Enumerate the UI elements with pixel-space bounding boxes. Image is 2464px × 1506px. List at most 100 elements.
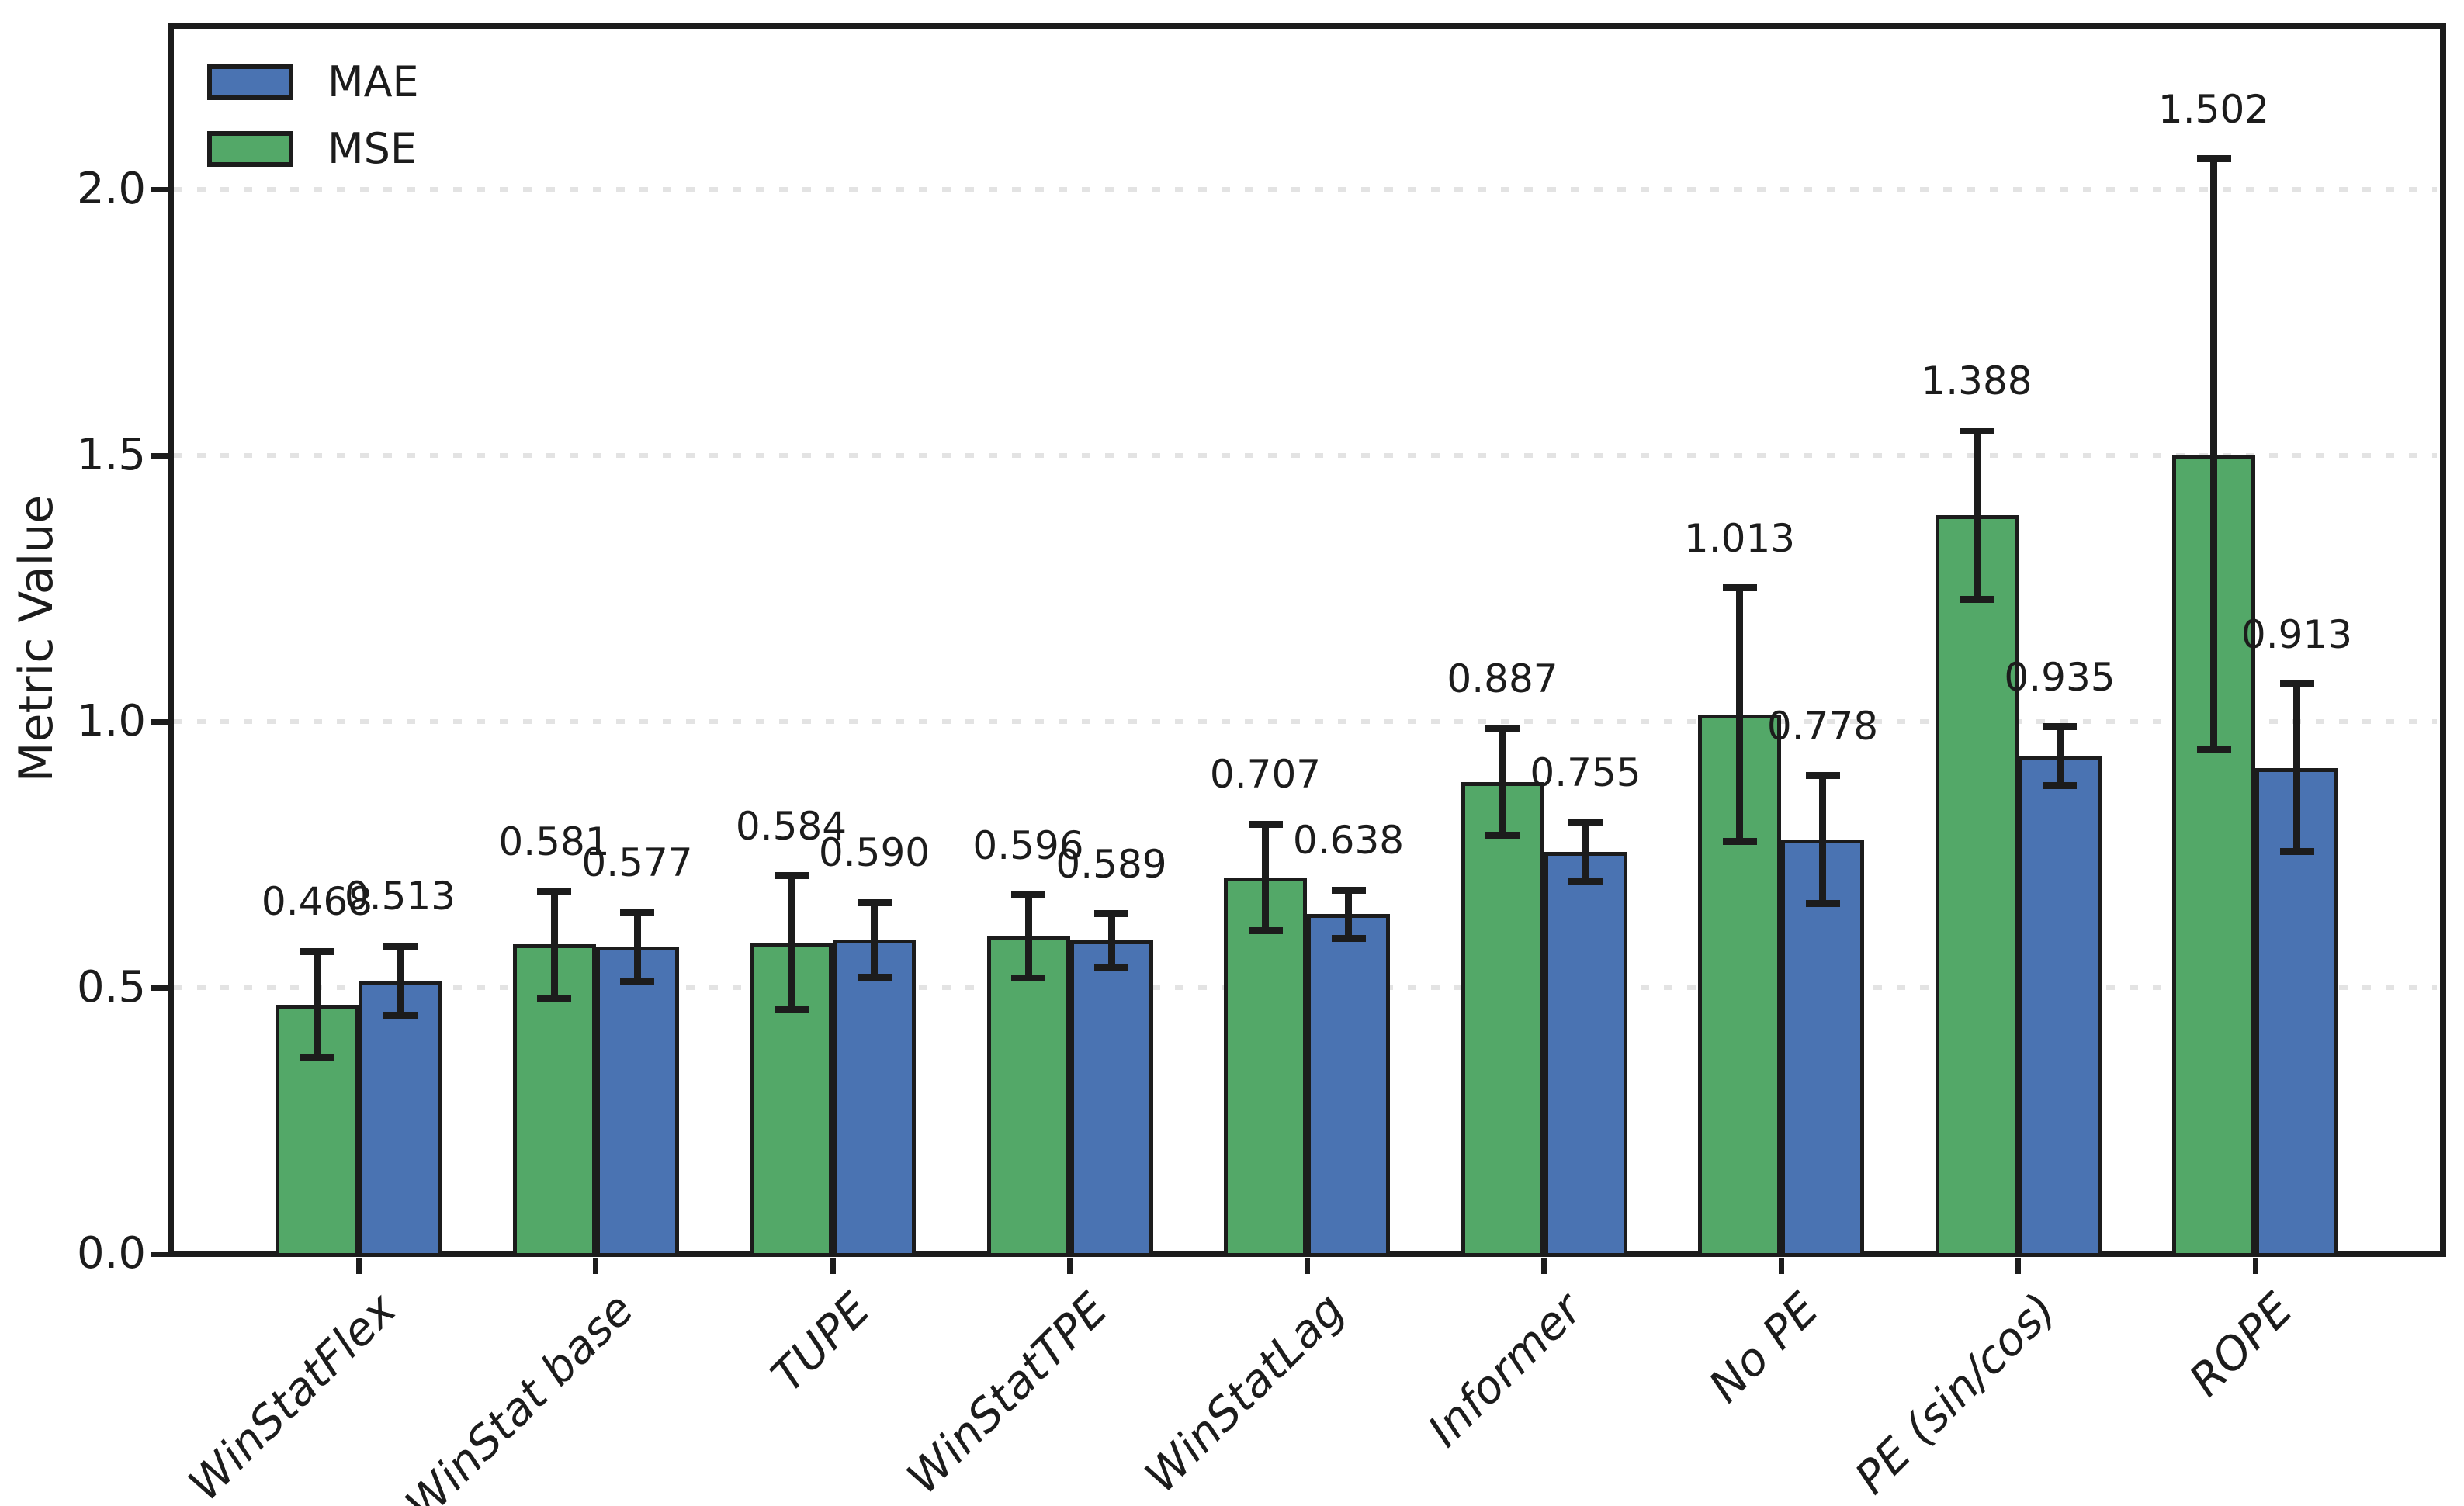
y-tick bbox=[151, 186, 168, 192]
error-cap-top bbox=[383, 942, 418, 950]
mae-color-swatch bbox=[207, 64, 293, 100]
bar-mae-2 bbox=[595, 947, 679, 1257]
bar-mse-8 bbox=[1935, 514, 2019, 1257]
y-tick bbox=[151, 718, 168, 725]
error-bar-mae-9 bbox=[2293, 684, 2300, 852]
bar-mae-9 bbox=[2255, 767, 2338, 1257]
error-cap-top bbox=[2196, 155, 2231, 163]
error-cap-top bbox=[2279, 680, 2314, 688]
x-tick bbox=[830, 1258, 836, 1274]
value-label-mae-9: 0.913 bbox=[2240, 611, 2353, 657]
error-cap-top bbox=[300, 947, 334, 955]
error-cap-top bbox=[1722, 584, 1757, 592]
y-tick bbox=[151, 1251, 168, 1257]
bar-mae-5 bbox=[1307, 914, 1390, 1257]
x-tick bbox=[1067, 1258, 1073, 1274]
x-tick bbox=[593, 1258, 598, 1274]
x-tick bbox=[355, 1258, 362, 1274]
error-cap-bottom bbox=[774, 1006, 809, 1014]
value-label-mae-6: 0.755 bbox=[1530, 750, 1641, 796]
error-bar-mse-7 bbox=[1736, 587, 1743, 842]
x-tick-label-pe-sin-cos-: PE (sin/cos) bbox=[1844, 1283, 2066, 1504]
x-tick bbox=[1304, 1258, 1310, 1274]
error-bar-mae-6 bbox=[1582, 822, 1589, 881]
value-label-mse-9: 1.502 bbox=[2157, 86, 2270, 132]
error-cap-top bbox=[1568, 819, 1603, 826]
value-label-mse-2: 0.581 bbox=[498, 819, 610, 864]
error-cap-bottom bbox=[1011, 975, 1045, 982]
error-cap-top bbox=[2043, 723, 2077, 731]
y-tick bbox=[151, 985, 168, 991]
x-tick-label-winstattpe: WinStatTPE bbox=[896, 1283, 1118, 1504]
gridline bbox=[174, 453, 2437, 458]
error-bar-mse-4 bbox=[1024, 895, 1032, 978]
x-tick-label-no-pe: No PE bbox=[1698, 1283, 1829, 1413]
error-cap-bottom bbox=[857, 973, 892, 981]
error-cap-top bbox=[537, 888, 571, 895]
value-label-mse-4: 0.596 bbox=[972, 822, 1084, 868]
value-label-mae-8: 0.935 bbox=[2004, 654, 2116, 700]
y-tick-label: 1.0 bbox=[76, 696, 146, 746]
error-bar-mse-5 bbox=[1262, 824, 1269, 931]
error-cap-bottom bbox=[2043, 781, 2077, 789]
value-label-mse-6: 0.887 bbox=[1447, 656, 1558, 701]
value-label-mse-5: 0.707 bbox=[1209, 752, 1322, 798]
legend-entry-mae: MAE bbox=[207, 57, 419, 106]
legend: MAE MSE bbox=[207, 57, 419, 198]
x-tick bbox=[2252, 1258, 2258, 1274]
error-cap-top bbox=[774, 872, 809, 880]
value-label-mae-4: 0.589 bbox=[1055, 841, 1167, 887]
gridline bbox=[174, 187, 2437, 192]
y-axis-title: Metric Value bbox=[9, 494, 64, 783]
bar-mae-8 bbox=[2018, 756, 2102, 1257]
error-cap-bottom bbox=[1331, 934, 1366, 942]
error-bar-mae-8 bbox=[2056, 726, 2064, 786]
error-cap-bottom bbox=[620, 978, 654, 985]
x-tick bbox=[1778, 1258, 1784, 1274]
error-cap-bottom bbox=[1094, 963, 1128, 971]
error-cap-bottom bbox=[1248, 927, 1283, 935]
error-cap-top bbox=[1248, 820, 1283, 828]
error-bar-mse-8 bbox=[1973, 431, 1981, 600]
value-label-mae-1: 0.513 bbox=[344, 874, 456, 919]
x-tick-label-informer: Informer bbox=[1417, 1283, 1592, 1457]
value-label-mae-2: 0.577 bbox=[581, 840, 693, 885]
y-tick-label: 0.0 bbox=[76, 1228, 146, 1279]
error-bar-mae-2 bbox=[633, 912, 641, 981]
y-tick-label: 2.0 bbox=[76, 164, 146, 214]
error-bar-mse-2 bbox=[550, 891, 558, 999]
value-label-mse-8: 1.388 bbox=[1921, 358, 2033, 404]
error-cap-bottom bbox=[537, 994, 571, 1002]
error-bar-mae-4 bbox=[1107, 913, 1115, 968]
error-cap-top bbox=[1331, 886, 1366, 894]
error-cap-top bbox=[1805, 772, 1840, 780]
legend-label-mae: MAE bbox=[327, 57, 419, 106]
error-cap-top bbox=[1485, 725, 1520, 732]
error-cap-top bbox=[1011, 891, 1045, 899]
bar-mse-7 bbox=[1698, 715, 1781, 1257]
bar-mae-6 bbox=[1544, 852, 1627, 1257]
error-cap-top bbox=[1960, 427, 1994, 434]
error-bar-mae-7 bbox=[1819, 775, 1826, 904]
error-cap-top bbox=[857, 898, 892, 906]
y-tick-label: 0.5 bbox=[76, 962, 146, 1013]
value-label-mse-3: 0.584 bbox=[735, 803, 847, 849]
legend-label-mse: MSE bbox=[327, 124, 417, 173]
value-label-mae-3: 0.590 bbox=[818, 830, 930, 876]
bar-mse-5 bbox=[1224, 877, 1307, 1257]
error-cap-bottom bbox=[300, 1054, 334, 1062]
error-bar-mse-9 bbox=[2210, 158, 2217, 750]
error-cap-bottom bbox=[2196, 746, 2231, 753]
error-cap-top bbox=[1094, 910, 1128, 918]
bar-mae-7 bbox=[1781, 840, 1864, 1257]
error-bar-mse-6 bbox=[1499, 728, 1506, 836]
value-label-mse-1: 0.468 bbox=[261, 879, 373, 925]
error-bar-mae-3 bbox=[871, 902, 878, 978]
bar-mse-4 bbox=[986, 936, 1070, 1257]
x-tick-label-rope: ROPE bbox=[2178, 1283, 2303, 1407]
mse-color-swatch bbox=[207, 131, 293, 167]
error-cap-top bbox=[620, 909, 654, 916]
value-label-mae-7: 0.778 bbox=[1766, 703, 1879, 749]
error-cap-bottom bbox=[383, 1012, 418, 1020]
